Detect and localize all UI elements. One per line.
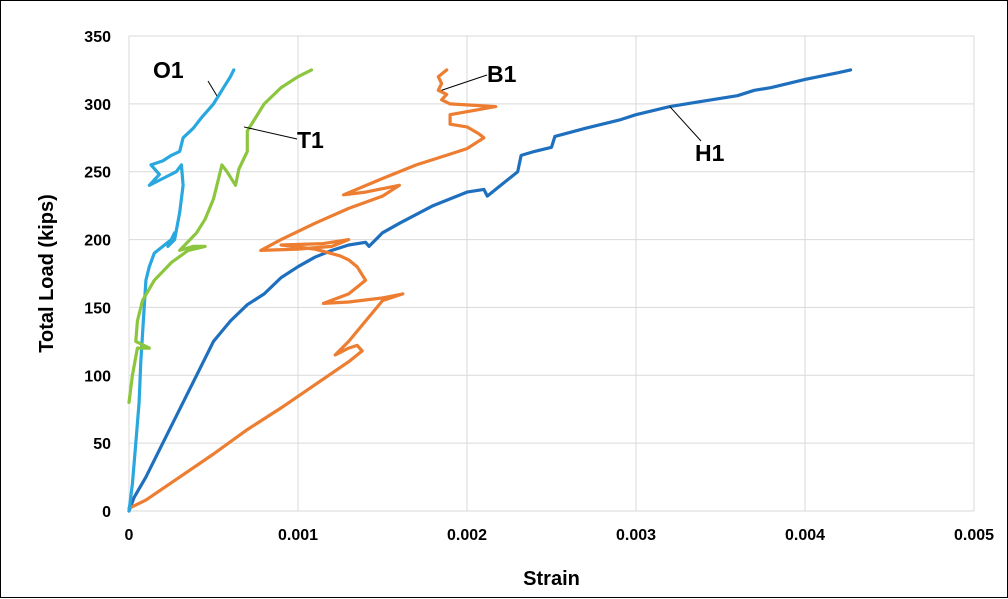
series-label-t1: T1 — [297, 127, 324, 153]
series-line-b1 — [127, 68, 498, 510]
y-axis-title: Total Load (kips) — [36, 194, 58, 353]
x-tick-label: 0.005 — [954, 527, 994, 544]
label-leader-b1 — [441, 74, 488, 91]
y-tick-labels: 0 50 100 150 200 250 300 350 — [84, 29, 111, 521]
label-leader-t1 — [243, 126, 298, 140]
y-tick-label: 150 — [84, 300, 111, 317]
x-tick-label: 0.003 — [616, 527, 656, 544]
x-tick-labels: 0 0.001 0.002 0.003 0.004 0.005 — [125, 527, 995, 544]
label-leader-o1 — [207, 80, 218, 96]
series-line-t1 — [127, 68, 314, 404]
series-line-o1 — [127, 68, 236, 513]
x-tick-label: 0.002 — [447, 527, 487, 544]
y-tick-label: 50 — [93, 436, 111, 453]
series-label-b1: B1 — [487, 61, 517, 87]
y-tick-label: 200 — [84, 233, 111, 250]
y-tick-label: 350 — [84, 29, 111, 46]
y-tick-label: 100 — [84, 368, 111, 385]
series-labels: O1 T1 B1 H1 — [153, 57, 725, 166]
x-tick-label: 0.001 — [278, 527, 318, 544]
series-line-h1 — [127, 68, 853, 513]
series-label-h1: H1 — [695, 140, 725, 166]
series-lines — [127, 68, 853, 513]
grid — [128, 35, 975, 512]
x-tick-label: 0 — [125, 527, 134, 544]
y-tick-label: 0 — [102, 504, 111, 521]
label-leader-h1 — [669, 106, 702, 142]
x-tick-label: 0.004 — [785, 527, 825, 544]
y-tick-label: 250 — [84, 165, 111, 182]
series-label-o1: O1 — [153, 57, 184, 83]
y-tick-label: 300 — [84, 97, 111, 114]
x-axis-title: Strain — [523, 568, 580, 590]
